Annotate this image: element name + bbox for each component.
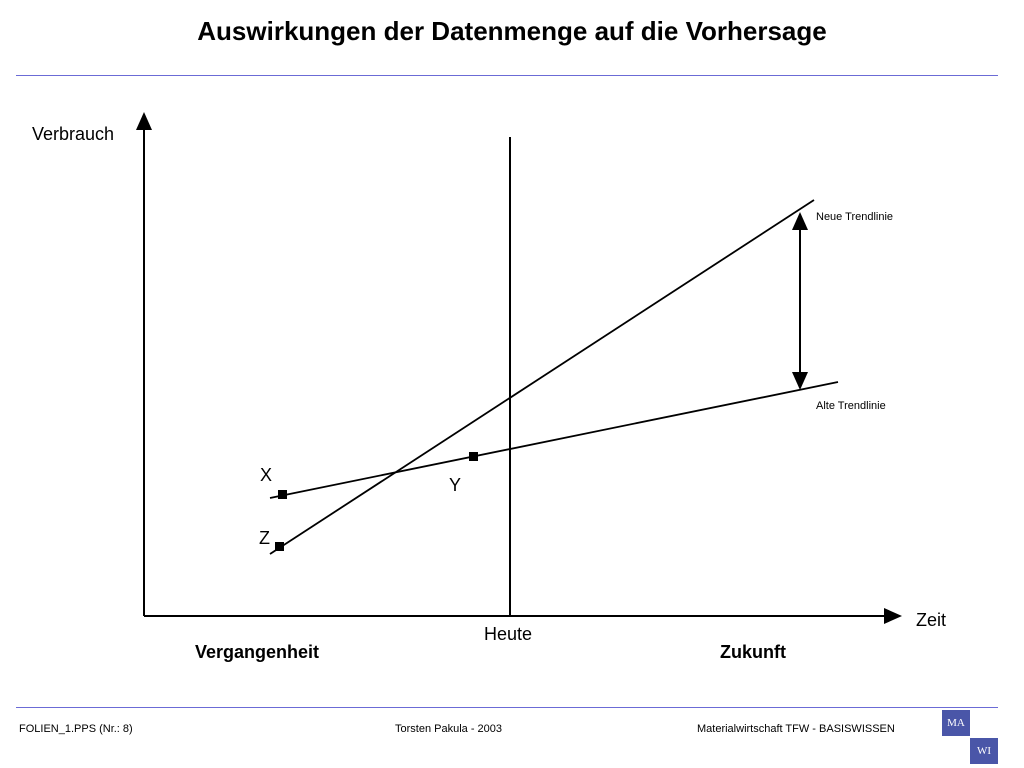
new-trend-line [269, 199, 815, 555]
y-axis-label: Verbrauch [32, 124, 114, 144]
footer-divider [16, 707, 998, 708]
point-x-marker [278, 490, 287, 499]
old-trend-line [269, 381, 839, 499]
footer-file: FOLIEN_1.PPS (Nr.: 8) [19, 723, 133, 735]
difference-arrowhead-top [792, 212, 808, 230]
difference-arrowhead-bottom [792, 372, 808, 390]
logo-box-ma: MA [942, 710, 970, 736]
point-y-label: Y [449, 475, 461, 495]
now-label: Heute [484, 624, 532, 644]
future-label: Zukunft [720, 642, 786, 662]
point-z-marker [275, 542, 284, 551]
title-divider [16, 75, 998, 76]
old-trend-label: Alte Trendlinie [816, 400, 886, 412]
point-x-label: X [260, 465, 272, 485]
x-axis-label: Zeit [916, 610, 946, 630]
institute-logo: MA WI [940, 710, 1000, 766]
x-axis-arrowhead [884, 608, 902, 624]
footer-course: Materialwirtschaft TFW - BASISWISSEN [697, 723, 895, 735]
footer-author: Torsten Pakula - 2003 [395, 723, 503, 735]
point-y-marker [469, 452, 478, 461]
slide-title: Auswirkungen der Datenmenge auf die Vorh… [197, 16, 827, 46]
logo-box-wi: WI [970, 738, 998, 764]
point-z-label: Z [259, 528, 270, 548]
y-axis-arrowhead [136, 112, 152, 130]
new-trend-label: Neue Trendlinie [816, 211, 893, 223]
past-label: Vergangenheit [195, 642, 319, 662]
